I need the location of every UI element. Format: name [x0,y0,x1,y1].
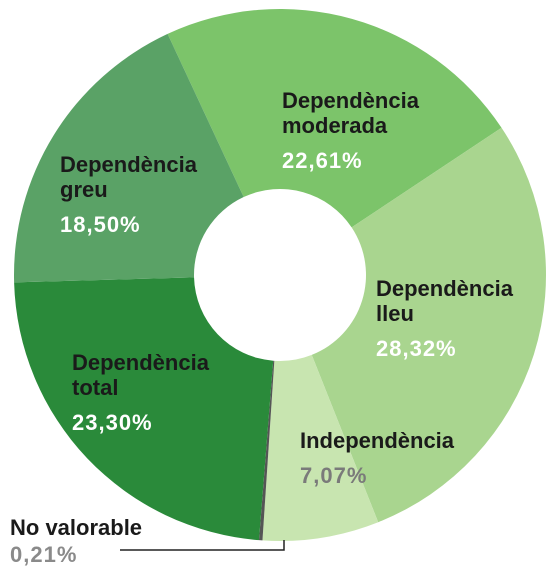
wedge [167,8,502,228]
value-label: 0,21% [10,542,78,567]
wedge [311,127,547,523]
category-label: Dependència moderada [282,88,419,138]
slice-label: Independència 7,07% [300,428,500,488]
category-label: Dependència total [72,350,209,400]
category-label: Dependència greu [60,152,197,202]
slice-label: Dependència lleu 28,32% [376,276,536,361]
value-label: 28,32% [376,336,457,361]
wedge [262,354,379,541]
leader-line [120,540,285,551]
slice-label: Dependència moderada 22,61% [282,88,472,173]
wedge [14,277,274,541]
value-label: 7,07% [300,463,368,488]
slice-label: No valorable 0,21% [10,515,230,567]
category-label: No valorable [10,515,143,540]
wedge [258,360,275,541]
value-label: 18,50% [60,212,141,237]
wedge [13,33,244,283]
category-label: Independència [300,428,455,453]
slice-label: Dependència greu 18,50% [60,152,240,237]
value-label: 22,61% [282,148,363,173]
category-label: Dependència lleu [376,276,513,326]
value-label: 23,30% [72,410,153,435]
slice-label: Dependència total 23,30% [72,350,252,435]
